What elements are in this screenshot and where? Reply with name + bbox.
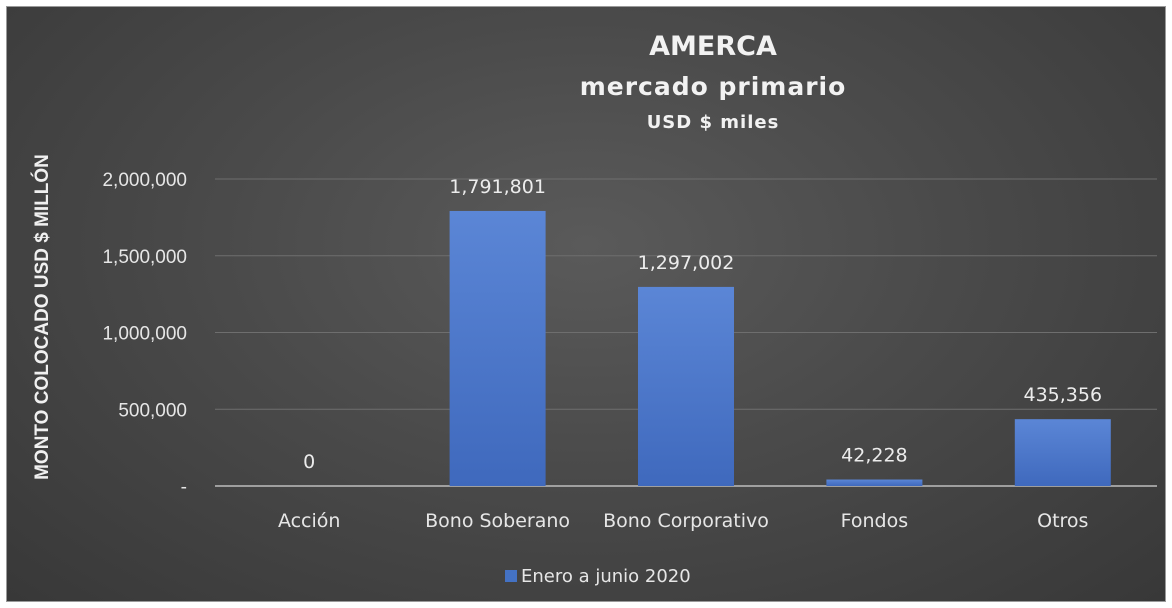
legend-label: Enero a junio 2020 [521,566,691,587]
chart-title: AMERCA [649,31,777,62]
chart-subtitle-units: USD $ miles [647,112,780,133]
y-tick-label: 1,500,000 [102,247,187,268]
data-labels: 0 1,791,801 1,297,002 42,228 435,356 [303,176,1102,473]
chart-subtitle: mercado primario [580,72,847,101]
data-label: 42,228 [841,445,907,467]
chart-frame: AMERCA mercado primario USD $ miles MONT… [6,6,1166,602]
x-category-label: Otros [1037,510,1088,532]
bars [449,210,1111,486]
y-tick-label: 1,000,000 [102,324,187,345]
data-label: 1,297,002 [638,252,735,274]
x-category-label: Bono Soberano [425,510,570,532]
y-tick-label: - [181,477,187,498]
bar-chart: AMERCA mercado primario USD $ miles MONT… [31,31,1157,587]
y-axis-ticks: - 500,000 1,000,000 1,500,000 2,000,000 [102,170,187,498]
bar [826,479,923,486]
bar [1014,419,1111,486]
y-tick-label: 500,000 [118,400,187,421]
x-category-label: Fondos [841,510,909,532]
bar [638,286,734,486]
x-category-label: Bono Corporativo [603,510,769,532]
y-tick-label: 2,000,000 [102,170,187,191]
data-label: 435,356 [1024,384,1103,406]
y-axis-label: MONTO COLOCADO USD $ MILLÓN [31,154,53,480]
data-label: 0 [303,451,315,473]
legend: Enero a junio 2020 [505,566,691,587]
data-label: 1,791,801 [449,176,546,198]
x-category-label: Acción [278,510,341,532]
legend-swatch [505,570,517,582]
bar [449,210,546,486]
x-axis-categories: Acción Bono Soberano Bono Corporativo Fondo… [278,510,1089,532]
